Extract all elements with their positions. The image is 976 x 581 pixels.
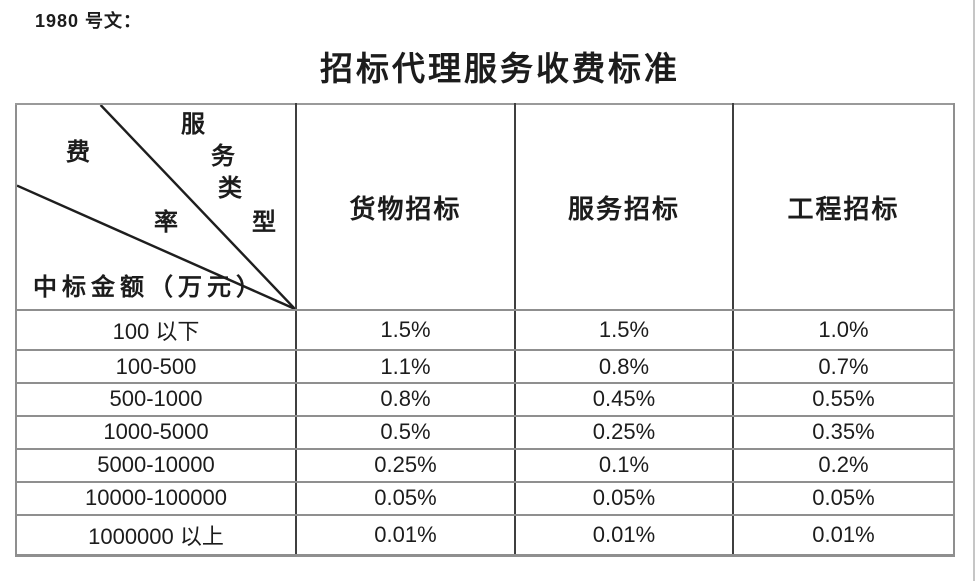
rate-value-cell: 0.55% — [732, 382, 955, 417]
amount-range-cell: 1000000 以上 — [15, 513, 297, 557]
fee-standard-table: 服 务 类 型 费 率 中标金额（万元） 货物招标 服务招标 工程招标 100 … — [15, 103, 955, 557]
rate-value-cell: 0.5% — [295, 414, 516, 450]
table-row: 100 以下 1.5% 1.5% 1.0% — [15, 308, 955, 352]
rate-value-cell: 0.45% — [514, 382, 734, 417]
table-row: 1000-5000 0.5% 0.25% 0.35% — [15, 414, 955, 450]
corner-amount-label: 中标金额（万元） — [33, 275, 265, 301]
doc-ref-label: 1980 号文： — [35, 11, 143, 31]
column-header-works-bidding: 工程招标 — [732, 103, 955, 311]
rate-value-cell: 0.8% — [514, 349, 734, 384]
rate-value-cell: 0.01% — [514, 513, 734, 557]
amount-range-cell: 100 以下 — [15, 308, 297, 352]
diagonal-divider-lines — [17, 105, 295, 309]
rate-value-cell: 0.8% — [295, 382, 516, 417]
table-row: 500-1000 0.8% 0.45% 0.55% — [15, 382, 955, 417]
rate-value-cell: 0.05% — [732, 480, 955, 516]
amount-range-cell: 500-1000 — [15, 382, 297, 417]
amount-range-cell: 5000-10000 — [15, 447, 297, 483]
corner-char-service-type-3: 类 — [218, 176, 242, 202]
rate-value-cell: 0.25% — [514, 414, 734, 450]
amount-range-cell: 10000-100000 — [15, 480, 297, 516]
rate-value-cell: 0.01% — [295, 513, 516, 557]
corner-char-service-type-1: 服 — [181, 112, 205, 138]
rate-value-cell: 0.25% — [295, 447, 516, 483]
rate-value-cell: 0.05% — [514, 480, 734, 516]
amount-range-cell: 100-500 — [15, 349, 297, 384]
table-row: 5000-10000 0.25% 0.1% 0.2% — [15, 447, 955, 483]
corner-char-service-type-2: 务 — [211, 144, 235, 170]
column-header-service-bidding: 服务招标 — [514, 103, 734, 311]
rate-value-cell: 0.2% — [732, 447, 955, 483]
rate-value-cell: 1.1% — [295, 349, 516, 384]
page-edge-line — [973, 0, 975, 581]
table-row: 1000000 以上 0.01% 0.01% 0.01% — [15, 513, 955, 557]
corner-char-service-type-4: 型 — [252, 210, 276, 236]
rate-value-cell: 0.01% — [732, 513, 955, 557]
rate-value-cell: 0.1% — [514, 447, 734, 483]
table-row: 10000-100000 0.05% 0.05% 0.05% — [15, 480, 955, 516]
corner-header-cell: 服 务 类 型 费 率 中标金额（万元） — [15, 103, 297, 311]
column-header-goods-bidding: 货物招标 — [295, 103, 516, 311]
rate-value-cell: 1.5% — [295, 308, 516, 352]
corner-char-fee-rate-1: 费 — [66, 140, 90, 166]
header-row: 服 务 类 型 费 率 中标金额（万元） 货物招标 服务招标 工程招标 — [15, 103, 955, 311]
rate-value-cell: 0.35% — [732, 414, 955, 450]
table-body: 100 以下 1.5% 1.5% 1.0% 100-500 1.1% 0.8% 0.7% 500… — [15, 308, 955, 557]
rate-value-cell: 1.0% — [732, 308, 955, 352]
corner-char-fee-rate-2: 率 — [154, 210, 178, 236]
rate-value-cell: 1.5% — [514, 308, 734, 352]
rate-value-cell: 0.7% — [732, 349, 955, 384]
page-title: 招标代理服务收费标准 — [320, 52, 680, 88]
amount-range-cell: 1000-5000 — [15, 414, 297, 450]
rate-value-cell: 0.05% — [295, 480, 516, 516]
table-row: 100-500 1.1% 0.8% 0.7% — [15, 349, 955, 384]
